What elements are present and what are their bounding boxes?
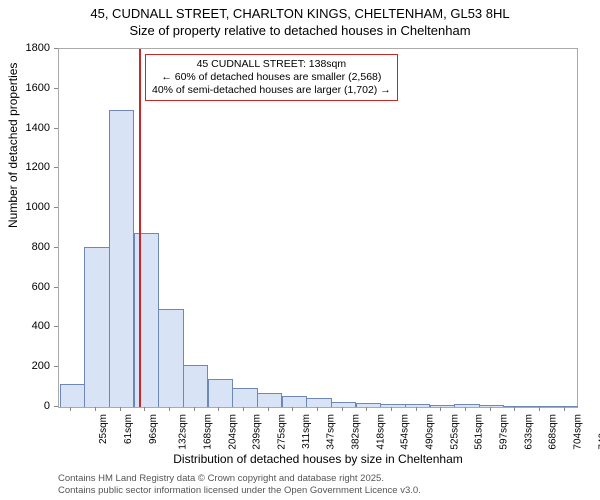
histogram-bar bbox=[306, 398, 331, 407]
annotation-line: ← 60% of detached houses are smaller (2,… bbox=[152, 71, 391, 84]
x-tick-label: 275sqm bbox=[277, 414, 288, 450]
x-tick-label: 597sqm bbox=[499, 414, 510, 450]
annotation-line: 45 CUDNALL STREET: 138sqm bbox=[152, 58, 391, 71]
y-tick-label: 1400 bbox=[26, 122, 50, 134]
histogram-bars bbox=[59, 49, 577, 407]
histogram-bar bbox=[134, 233, 159, 407]
histogram-bar bbox=[405, 404, 430, 407]
annotation-box: 45 CUDNALL STREET: 138sqm← 60% of detach… bbox=[145, 54, 398, 101]
histogram-bar bbox=[479, 405, 504, 407]
histogram-bar bbox=[454, 404, 479, 407]
title-subtitle: Size of property relative to detached ho… bbox=[0, 23, 600, 40]
y-tick-label: 1200 bbox=[26, 161, 50, 173]
histogram-bar bbox=[158, 309, 183, 407]
x-axis-label: Distribution of detached houses by size … bbox=[58, 452, 578, 466]
histogram-bar bbox=[60, 384, 85, 407]
y-tick-label: 1600 bbox=[26, 82, 50, 94]
x-tick-label: 311sqm bbox=[301, 414, 312, 449]
y-tick-label: 800 bbox=[32, 241, 50, 253]
x-tick-label: 239sqm bbox=[252, 414, 263, 450]
x-tick-label: 61sqm bbox=[123, 414, 134, 444]
x-tick-label: 525sqm bbox=[449, 414, 460, 450]
x-tick-label: 454sqm bbox=[400, 414, 411, 450]
y-tick-label: 0 bbox=[44, 400, 50, 412]
y-tick-label: 600 bbox=[32, 281, 50, 293]
y-tick-label: 1000 bbox=[26, 201, 50, 213]
y-tick-label: 1800 bbox=[26, 42, 50, 54]
histogram-bar bbox=[282, 396, 307, 407]
histogram-bar bbox=[208, 379, 233, 407]
x-tick-label: 490sqm bbox=[425, 414, 436, 450]
y-axis-ticks: 020040060080010001200140016001800 bbox=[0, 48, 54, 408]
chart-container: 45, CUDNALL STREET, CHARLTON KINGS, CHEL… bbox=[0, 0, 600, 500]
y-tick-label: 400 bbox=[32, 320, 50, 332]
histogram-bar bbox=[553, 406, 578, 407]
histogram-bar bbox=[380, 404, 405, 407]
histogram-bar bbox=[232, 388, 257, 407]
x-tick-label: 132sqm bbox=[178, 414, 189, 450]
histogram-bar bbox=[430, 405, 455, 407]
x-tick-label: 633sqm bbox=[523, 414, 534, 450]
histogram-bar bbox=[183, 365, 208, 407]
histogram-bar bbox=[504, 406, 529, 407]
histogram-bar bbox=[84, 247, 109, 407]
title-address: 45, CUDNALL STREET, CHARLTON KINGS, CHEL… bbox=[0, 6, 600, 23]
histogram-bar bbox=[528, 406, 553, 407]
footer-line1: Contains HM Land Registry data © Crown c… bbox=[58, 473, 421, 484]
annotation-line: 40% of semi-detached houses are larger (… bbox=[152, 84, 391, 97]
histogram-bar bbox=[331, 402, 356, 407]
x-tick-label: 668sqm bbox=[548, 414, 559, 450]
x-tick-label: 96sqm bbox=[148, 414, 159, 444]
x-tick-label: 418sqm bbox=[375, 414, 386, 450]
x-tick-label: 25sqm bbox=[98, 414, 109, 444]
footer-line2: Contains public sector information licen… bbox=[58, 485, 421, 496]
property-marker-line bbox=[139, 49, 141, 407]
y-tick-label: 200 bbox=[32, 360, 50, 372]
chart-title: 45, CUDNALL STREET, CHARLTON KINGS, CHEL… bbox=[0, 0, 600, 40]
histogram-bar bbox=[109, 110, 134, 407]
x-tick-label: 168sqm bbox=[203, 414, 214, 450]
x-tick-label: 561sqm bbox=[474, 414, 485, 450]
histogram-bar bbox=[356, 403, 381, 407]
histogram-bar bbox=[257, 393, 282, 407]
x-axis-ticks: 25sqm 61sqm 96sqm 132sqm 168sqm 204sqm 239sqm 2… bbox=[58, 408, 578, 452]
x-tick-label: 347sqm bbox=[326, 414, 337, 450]
x-tick-label: 382sqm bbox=[351, 414, 362, 450]
x-tick-label: 704sqm bbox=[573, 414, 584, 450]
plot-area: 45 CUDNALL STREET: 138sqm← 60% of detach… bbox=[58, 48, 578, 408]
x-tick-label: 204sqm bbox=[227, 414, 238, 450]
footer-attribution: Contains HM Land Registry data © Crown c… bbox=[58, 473, 421, 496]
